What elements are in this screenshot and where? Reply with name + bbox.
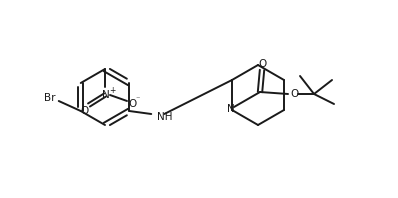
Text: O: O: [258, 59, 266, 69]
Text: O: O: [80, 106, 88, 116]
Text: N: N: [102, 90, 110, 100]
Text: O: O: [128, 99, 136, 109]
Text: +: +: [109, 86, 115, 94]
Text: NH: NH: [157, 112, 173, 122]
Text: ⁻: ⁻: [136, 94, 140, 104]
Text: Br: Br: [44, 93, 55, 103]
Text: O: O: [290, 89, 298, 99]
Text: N: N: [227, 104, 235, 114]
